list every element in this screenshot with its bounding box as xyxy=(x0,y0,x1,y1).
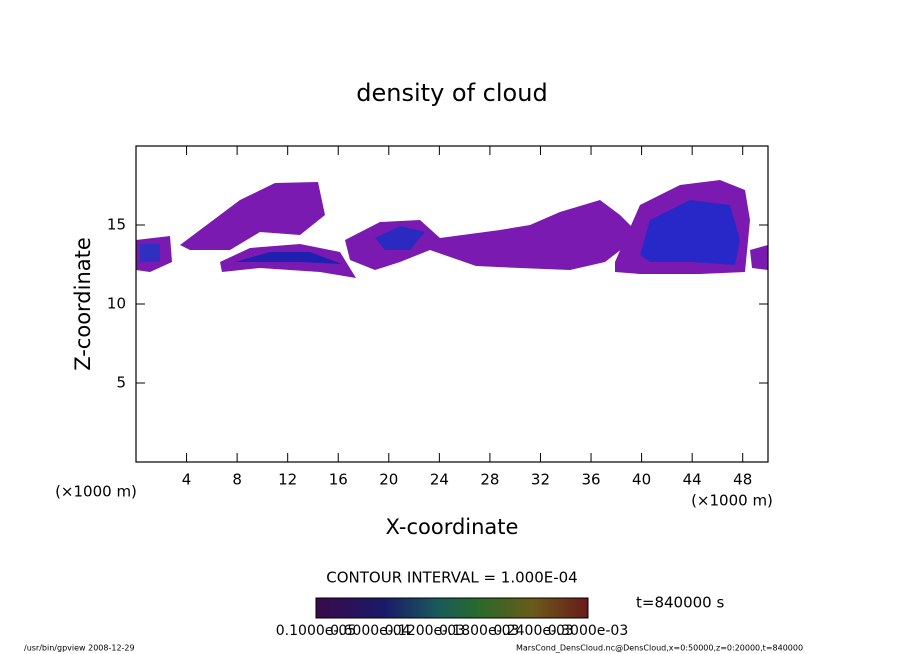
colorbar-label: 0.1200e-03 xyxy=(385,623,465,639)
colorbar-label: 0.1000e-05 xyxy=(276,623,356,639)
colorbar-label: 0.1800e-03 xyxy=(439,623,519,639)
x-axis-label: X-coordinate xyxy=(386,515,519,539)
colorbar-label: 0.6000e-04 xyxy=(330,623,411,639)
x-tick-label: 24 xyxy=(430,471,449,489)
x-tick-label: 4 xyxy=(182,471,192,489)
contour-interval: CONTOUR INTERVAL = 1.000E-04 xyxy=(326,569,577,587)
x-tick-label: 36 xyxy=(581,471,600,489)
x-tick-label: 16 xyxy=(329,471,348,489)
colorbar xyxy=(315,597,589,619)
y-unit-label: (×1000 m) xyxy=(55,483,137,501)
x-tick-label: 20 xyxy=(379,471,398,489)
time-label: t=840000 s xyxy=(636,594,724,612)
colorbar-label: 0.2400e-03 xyxy=(493,623,573,639)
colorbar-label: 0.3000e-03 xyxy=(548,623,628,639)
x-tick-label: 44 xyxy=(683,471,702,489)
y-tick-label: 5 xyxy=(116,374,126,392)
chart-title: density of cloud xyxy=(356,79,547,107)
x-tick-label: 8 xyxy=(232,471,242,489)
footer-right: MarsCond_DensCloud.nc@DensCloud,x=0:5000… xyxy=(516,644,803,653)
x-tick-label: 32 xyxy=(531,471,550,489)
cloud-field xyxy=(136,180,768,278)
x-unit-label: (×1000 m) xyxy=(691,492,773,510)
x-tick-label: 12 xyxy=(278,471,297,489)
x-tick-label: 28 xyxy=(480,471,499,489)
footer-left: /usr/bin/gpview 2008-12-29 xyxy=(24,644,135,653)
x-tick-label: 48 xyxy=(733,471,752,489)
y-tick-label: 10 xyxy=(107,295,126,313)
y-axis-label: Z-coordinate xyxy=(71,237,95,371)
y-tick-label: 15 xyxy=(107,216,126,234)
x-tick-label: 40 xyxy=(632,471,651,489)
